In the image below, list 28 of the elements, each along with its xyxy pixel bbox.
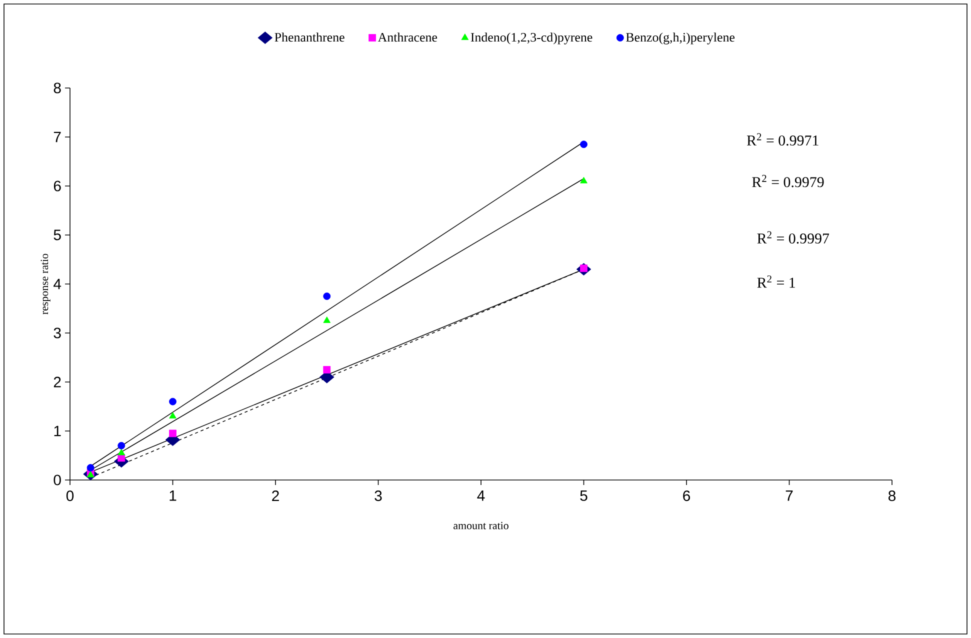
x-tick-label: 4 xyxy=(477,490,485,501)
y-tick-label: 7 xyxy=(54,132,61,142)
x-tick-label: 3 xyxy=(374,490,382,502)
y-tick-label: 3 xyxy=(54,328,61,338)
y-tick-label: 4 xyxy=(54,278,62,290)
x-tick-label: 7 xyxy=(786,490,793,501)
y-tick-label: 1 xyxy=(54,426,61,436)
y-axis-title: response ratio xyxy=(40,254,50,314)
annotation: R$^{2}$ = 1 xyxy=(757,275,795,288)
x-tick-label: 0 xyxy=(66,490,74,502)
y-tick-label: 6 xyxy=(54,180,61,192)
y-tick-label: 2 xyxy=(54,376,61,388)
y-tick-label: 8 xyxy=(54,82,61,94)
x-tick-label: 8 xyxy=(888,490,896,502)
x-tick-label: 1 xyxy=(170,490,176,501)
annotation: R$^{2}$ = 0.9971 xyxy=(746,133,818,146)
x-tick-label: 6 xyxy=(683,490,690,502)
y-tick-label: 0 xyxy=(54,474,61,486)
legend-label: Indeno(1,2,3-cd)pyrene xyxy=(470,32,592,44)
y-tick-label: 5 xyxy=(54,230,61,240)
annotation: R$^{2}$ = 0.9979 xyxy=(752,174,824,188)
legend-label: Phenanthrene xyxy=(274,32,344,42)
x-tick-label: 2 xyxy=(272,490,279,501)
legend-label: Anthracene xyxy=(378,32,438,42)
x-axis-title: amount ratio xyxy=(454,522,508,530)
legend-label: Benzo(g,h,i)perylene xyxy=(626,32,735,44)
annotation: R$^{2}$ = 0.9997 xyxy=(757,231,830,244)
x-tick-label: 5 xyxy=(580,490,588,501)
